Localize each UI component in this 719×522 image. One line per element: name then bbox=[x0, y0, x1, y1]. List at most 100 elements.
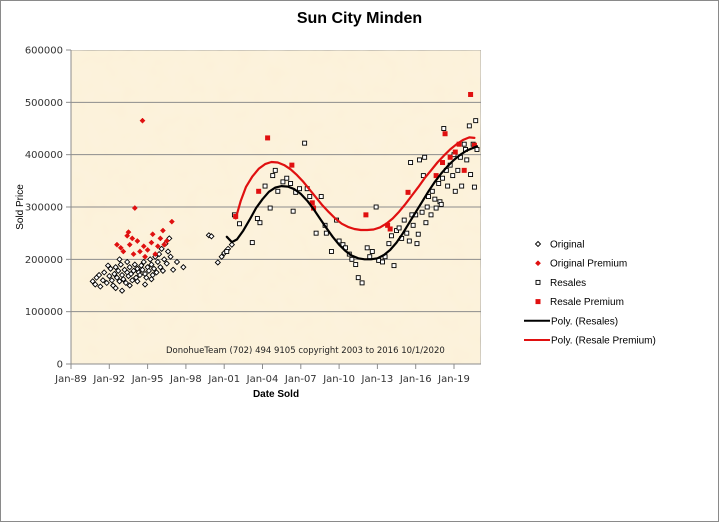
data-point bbox=[154, 243, 161, 250]
trendline-poly-resales bbox=[225, 145, 479, 261]
data-point bbox=[445, 183, 451, 189]
data-point bbox=[173, 258, 181, 266]
data-point bbox=[450, 173, 456, 179]
data-point bbox=[122, 279, 130, 287]
data-point bbox=[391, 263, 397, 269]
data-point bbox=[120, 248, 127, 255]
legend-label: Poly. (Resales) bbox=[551, 316, 618, 327]
x-tick-label: Jan-10 bbox=[322, 374, 355, 385]
x-tick-label: Jan-92 bbox=[92, 374, 125, 385]
x-tick-label: Jan-95 bbox=[131, 374, 164, 385]
data-point bbox=[117, 261, 124, 268]
data-point bbox=[148, 239, 155, 246]
data-point bbox=[363, 212, 369, 218]
data-point bbox=[410, 222, 416, 228]
data-point bbox=[289, 162, 295, 168]
data-point bbox=[461, 141, 467, 147]
data-point bbox=[118, 287, 126, 294]
data-point bbox=[140, 243, 147, 250]
chart-title: Sun City Minden bbox=[296, 10, 423, 27]
data-point bbox=[127, 270, 135, 278]
data-point bbox=[438, 201, 444, 207]
data-point bbox=[149, 231, 156, 238]
data-point bbox=[429, 188, 435, 194]
data-point bbox=[380, 259, 385, 265]
y-tick-label: 0 bbox=[57, 360, 63, 371]
data-point bbox=[267, 205, 273, 211]
legend-label: Resale Premium bbox=[550, 297, 624, 308]
data-point bbox=[112, 264, 119, 271]
data-point bbox=[419, 209, 425, 215]
data-point bbox=[417, 157, 422, 163]
data-point bbox=[364, 245, 370, 251]
data-point bbox=[473, 118, 479, 124]
data-point bbox=[163, 238, 170, 244]
data-point bbox=[323, 230, 329, 236]
data-point bbox=[455, 167, 461, 173]
data-series bbox=[89, 91, 480, 294]
data-point bbox=[442, 131, 448, 137]
data-point bbox=[108, 277, 115, 284]
data-point bbox=[290, 208, 296, 214]
trendline-poly-resale-premium bbox=[234, 136, 476, 232]
data-point bbox=[92, 281, 99, 288]
data-point bbox=[373, 204, 379, 210]
data-point bbox=[124, 258, 131, 266]
data-point bbox=[148, 276, 155, 283]
legend-item: Resale Premium bbox=[535, 297, 624, 308]
x-axis-ticks: Jan-89 Jan-92 Jan-95 Jan-98 Jan-01 Jan-04 Jan-… bbox=[54, 364, 470, 385]
data-point bbox=[309, 200, 315, 206]
data-point bbox=[318, 194, 324, 199]
data-point bbox=[387, 226, 393, 232]
data-point bbox=[471, 142, 477, 148]
data-point bbox=[340, 242, 346, 248]
data-point bbox=[432, 196, 438, 202]
series-original-premium bbox=[114, 117, 175, 260]
data-point bbox=[142, 253, 149, 260]
data-point bbox=[302, 140, 308, 146]
data-point bbox=[116, 278, 123, 285]
gridlines bbox=[71, 101, 481, 313]
data-point bbox=[405, 189, 411, 195]
data-point bbox=[436, 180, 442, 186]
data-point bbox=[152, 251, 159, 258]
data-point bbox=[353, 262, 359, 268]
data-point bbox=[385, 222, 391, 228]
data-point bbox=[424, 204, 430, 210]
x-tick-label: Jan-19 bbox=[437, 374, 470, 385]
data-point bbox=[114, 241, 120, 248]
legend-marker bbox=[534, 240, 542, 248]
data-point bbox=[107, 265, 114, 272]
data-point bbox=[99, 277, 107, 284]
y-axis-label: Sold Price bbox=[15, 184, 26, 230]
data-point bbox=[158, 245, 165, 253]
data-point bbox=[144, 246, 151, 253]
data-point bbox=[396, 225, 402, 231]
data-point bbox=[168, 218, 175, 225]
data-point bbox=[97, 283, 104, 290]
data-point bbox=[408, 160, 414, 165]
data-point bbox=[164, 248, 172, 255]
data-point bbox=[349, 256, 355, 262]
data-point bbox=[404, 230, 410, 236]
data-point bbox=[116, 256, 123, 263]
data-point bbox=[270, 173, 276, 179]
data-point bbox=[134, 278, 141, 285]
data-point bbox=[208, 233, 215, 240]
data-point bbox=[101, 269, 108, 276]
data-point bbox=[297, 186, 302, 192]
data-point bbox=[415, 231, 421, 237]
data-point bbox=[150, 265, 158, 272]
series-original bbox=[89, 232, 235, 294]
data-point bbox=[440, 175, 445, 181]
data-point bbox=[148, 261, 155, 268]
data-point bbox=[218, 253, 225, 260]
data-point bbox=[369, 249, 375, 254]
x-tick-label: Jan-16 bbox=[399, 374, 432, 385]
data-point bbox=[124, 232, 131, 239]
y-axis-ticks: 0 100000 200000 300000 400000 500000 600000 bbox=[25, 46, 71, 371]
data-point bbox=[275, 188, 281, 194]
x-tick-label: Jan-07 bbox=[284, 374, 317, 385]
data-point bbox=[157, 235, 164, 242]
y-tick-label: 400000 bbox=[25, 150, 63, 161]
